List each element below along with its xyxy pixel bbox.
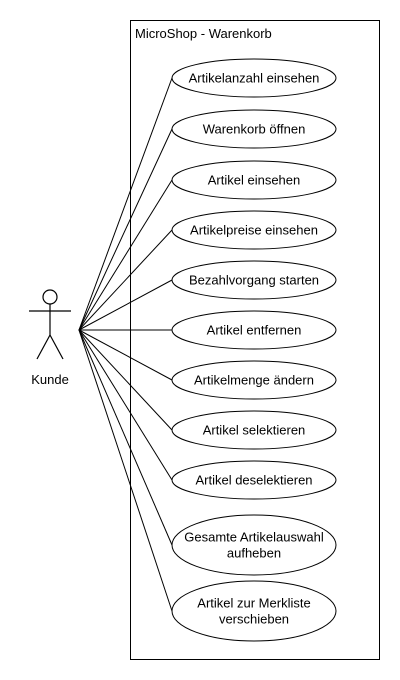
use-case-label: verschieben <box>219 612 289 627</box>
use-case: Artikelpreise einsehen <box>171 210 337 250</box>
actor-name: Kunde <box>31 372 69 387</box>
association-line <box>78 279 173 331</box>
use-case-ellipse <box>171 310 337 350</box>
association-line <box>78 229 173 331</box>
use-case-label: Warenkorb öffnen <box>203 122 306 137</box>
use-case-ellipse <box>171 210 337 250</box>
use-case-label: Artikelmenge ändern <box>194 373 314 388</box>
use-case-label: Artikel entfernen <box>207 323 302 338</box>
use-case-label: Artikel selektieren <box>203 423 306 438</box>
use-case: Warenkorb öffnen <box>171 109 337 149</box>
association-line <box>78 77 173 331</box>
association-line <box>78 329 173 381</box>
use-case-ellipse <box>171 360 337 400</box>
actor-right-leg <box>49 334 64 360</box>
use-case-ellipse <box>171 514 337 576</box>
use-case: Artikelanzahl einsehen <box>171 58 337 98</box>
association-line <box>78 179 173 331</box>
use-case: Artikel entfernen <box>171 310 337 350</box>
use-case-ellipse <box>171 410 337 450</box>
association-lines <box>78 77 173 612</box>
use-case-ellipse <box>171 460 337 500</box>
use-case-ellipse <box>171 580 337 642</box>
use-case-label: Artikel zur Merkliste <box>197 596 310 611</box>
use-case-label: Artikel deselektieren <box>195 473 312 488</box>
use-case-label: Gesamte Artikelauswahl <box>184 530 324 545</box>
use-case-ellipse <box>171 160 337 200</box>
use-case: Artikel einsehen <box>171 160 337 200</box>
use-case-label: aufheben <box>227 546 281 561</box>
use-case-label: Bezahlvorgang starten <box>189 273 319 288</box>
use-case-label: Artikelpreise einsehen <box>190 223 318 238</box>
use-case: Artikel deselektieren <box>171 460 337 500</box>
use-case: Artikelmenge ändern <box>171 360 337 400</box>
association-line <box>78 329 173 481</box>
use-case: Bezahlvorgang starten <box>171 260 337 300</box>
actor-kunde: Kunde <box>29 289 71 387</box>
system-title: MicroShop - Warenkorb <box>135 26 272 41</box>
use-case-ellipse <box>171 260 337 300</box>
use-case-ellipse <box>171 109 337 149</box>
actor-head <box>42 289 58 305</box>
use-case: Artikel selektieren <box>171 410 337 450</box>
use-cases: Artikelanzahl einsehen Warenkorb öffnen Ar… <box>171 58 337 642</box>
use-case-ellipse <box>171 58 337 98</box>
use-case-label: Artikel einsehen <box>208 173 301 188</box>
association-line <box>78 329 173 612</box>
association-line <box>78 128 173 331</box>
actor-left-leg <box>36 334 51 360</box>
association-line <box>78 329 173 546</box>
association-line <box>78 329 173 431</box>
use-case-label: Artikelanzahl einsehen <box>189 71 320 86</box>
